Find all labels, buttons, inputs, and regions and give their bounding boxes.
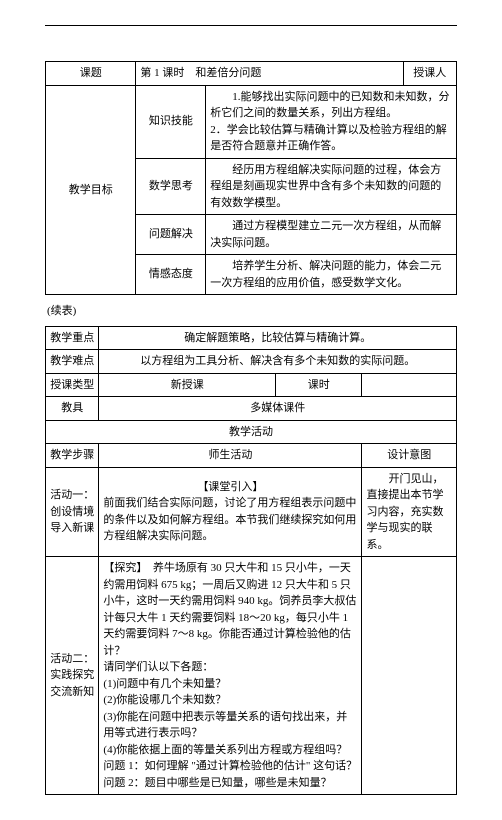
label-math-thinking: 数学思考: [136, 158, 206, 215]
activity-1-intent: 开门见山，直接提出本节学习内容，充实数学与现实的联系。: [362, 467, 457, 557]
label-design-intent: 设计意图: [362, 444, 457, 468]
continuation-note: (续表): [47, 303, 457, 320]
intro-title: 【课堂引入】: [103, 479, 357, 496]
text-attitude: 培养学生分析、解决问题的能力，体会二元一次方程组的应用价值，感受数学文化。: [206, 255, 457, 295]
intro-text: 前面我们结合实际问题，讨论了用方程组表示问题中的条件以及如何解方程组。本节我们继…: [103, 495, 357, 545]
p2: 问题 2：题目中哪些是已知量，哪些是未知量？: [103, 775, 357, 792]
text-lesson-type: 新授课: [99, 373, 276, 397]
label-lesson-type: 授课类型: [46, 373, 99, 397]
label-knowledge: 知识技能: [136, 85, 206, 158]
q2: (2)你能设哪几个未知数？: [103, 692, 357, 709]
lesson-table-2: 教学重点 确定解题策略，比较估算与精确计算。 教学难点 以方程组为工具分析、解决…: [45, 326, 457, 796]
q-intro: 请同学们认以下各题：: [103, 659, 357, 676]
label-steps: 教学步骤: [46, 444, 99, 468]
q1: (1)问题中有几个未知量？: [103, 676, 357, 693]
label-teacher: 授课人: [403, 62, 456, 86]
lesson-table-1: 课题 第 1 课时 和差倍分问题 授课人 教学目标 知识技能 1.能够找出实际问…: [45, 61, 457, 295]
label-period: 课时: [276, 373, 362, 397]
text-problem-solving: 通过方程模型建立二元一次方程组，从而解决实际问题。: [206, 215, 457, 255]
activity-1-content: 【课堂引入】 前面我们结合实际问题，讨论了用方程组表示问题中的条件以及如何解方程…: [99, 467, 362, 557]
text-difficulty: 以方程组为工具分析、解决含有多个未知数的实际问题。: [99, 350, 457, 374]
activity-2-content: 【探究】 养牛场原有 30 只大牛和 15 只小牛，一天约需用饲料 675 kg…: [99, 557, 362, 795]
activity-1-label: 活动一： 创设情境 导入新课: [46, 467, 99, 557]
text-math-thinking: 经历用方程组解决实际问题的过程，体会方程组是刻画现实世界中含有多个未知数的问题的…: [206, 158, 457, 215]
label-attitude: 情感态度: [136, 255, 206, 295]
label-problem-solving: 问题解决: [136, 215, 206, 255]
q4: (4)你能依据上面的等量关系列出方程或方程组吗？: [103, 742, 357, 759]
blank-period: [362, 373, 457, 397]
text-tools: 多媒体课件: [99, 397, 457, 421]
label-topic: 课题: [46, 62, 136, 86]
activity-2-intent: [362, 557, 457, 795]
horizontal-rule: [45, 25, 457, 26]
label-teacher-student: 师生活动: [99, 444, 362, 468]
p1: 问题 1：如何理解 "通过计算检验他的估计" 这句话？: [103, 758, 357, 775]
topic-text: 第 1 课时 和差倍分问题: [136, 62, 403, 86]
q3: (3)你能在问题中把表示等量关系的语句找出来，并用等式进行表示吗？: [103, 709, 357, 742]
label-keypoint: 教学重点: [46, 326, 99, 350]
label-tools: 教具: [46, 397, 99, 421]
activity-2-label: 活动二： 实践探究 交流新知: [46, 557, 99, 795]
explore-text: 【探究】 养牛场原有 30 只大牛和 15 只小牛，一天约需用饲料 675 kg…: [103, 560, 357, 659]
text-knowledge: 1.能够找出实际问题中的已知数和未知数，分析它们之间的数量关系，列出方程组。 2…: [206, 85, 457, 158]
label-goals: 教学目标: [46, 85, 136, 295]
text-keypoint: 确定解题策略，比较估算与精确计算。: [99, 326, 457, 350]
label-difficulty: 教学难点: [46, 350, 99, 374]
label-activities: 教学活动: [46, 420, 457, 444]
